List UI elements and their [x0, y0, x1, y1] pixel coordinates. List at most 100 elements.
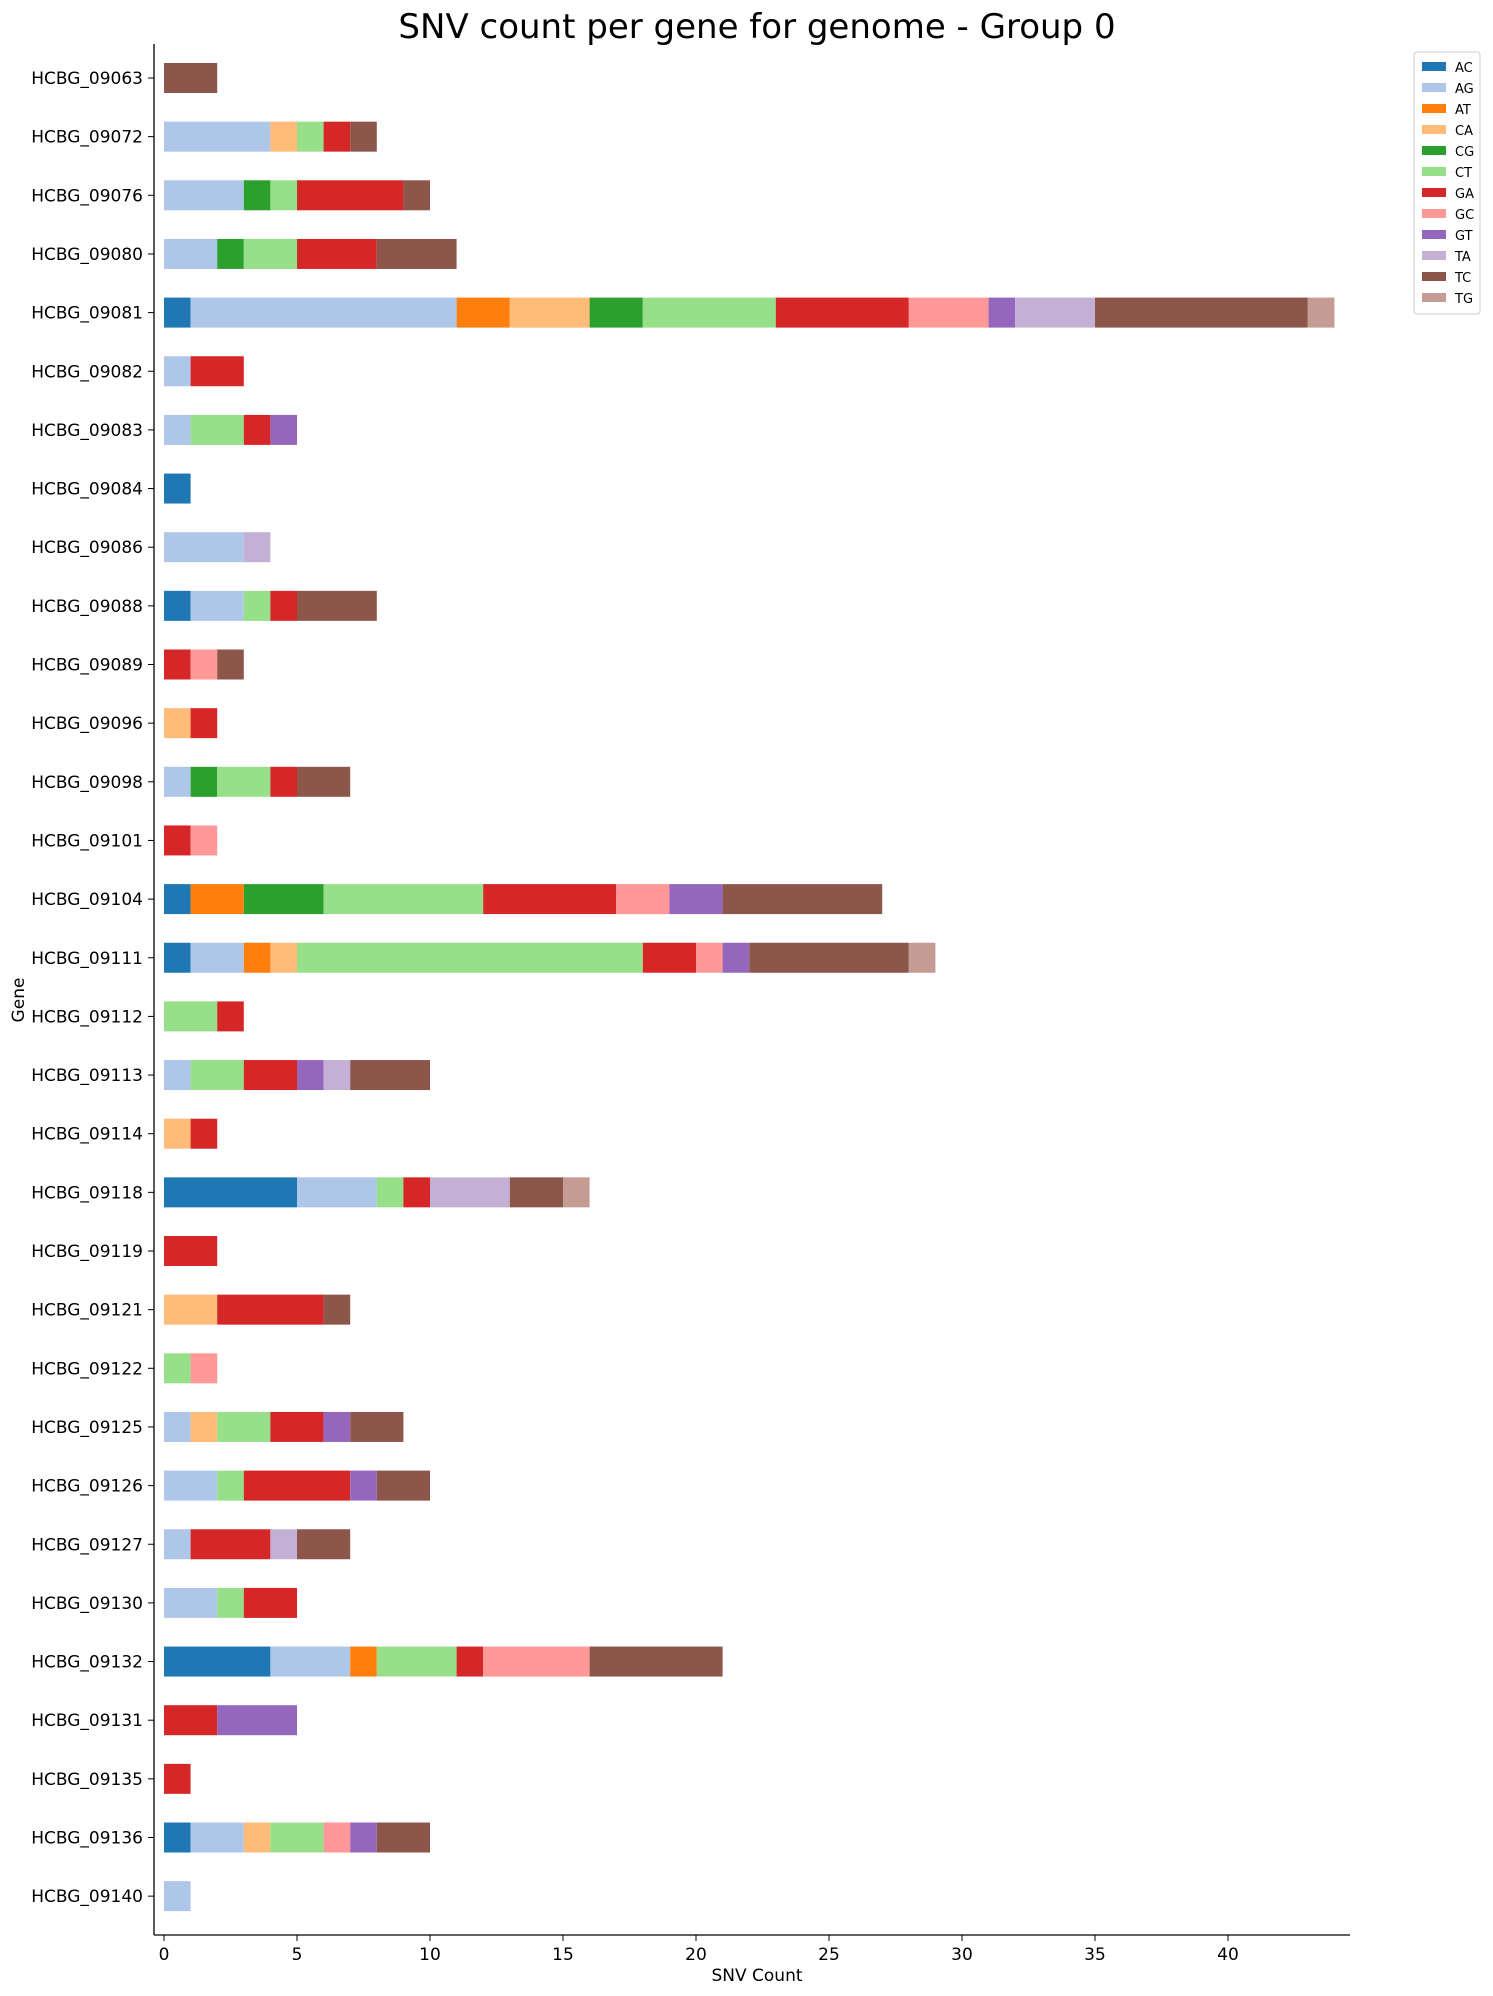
- bar-segment-HCBG_09131-GA: [164, 1705, 218, 1736]
- bar-segment-HCBG_09113-TC: [350, 1060, 430, 1091]
- legend-swatch-TA: [1422, 251, 1446, 260]
- bar-segment-HCBG_09126-GT: [350, 1470, 377, 1501]
- bar-segment-HCBG_09083-CT: [190, 414, 244, 445]
- legend-label-AG: AG: [1455, 82, 1474, 97]
- y-tick-label: HCBG_09082: [31, 362, 143, 382]
- bar-segment-HCBG_09082-GA: [190, 356, 244, 387]
- bar-segment-HCBG_09111-GC: [696, 942, 723, 973]
- bar-segment-HCBG_09132-AC: [164, 1646, 271, 1677]
- bar-segment-HCBG_09125-TC: [350, 1411, 404, 1442]
- y-tick-label: HCBG_09136: [31, 1829, 143, 1849]
- legend: AC AG AT CA CG CT GA GC GT TA TC TG: [1413, 51, 1481, 315]
- y-tick-label: HCBG_09125: [31, 1418, 143, 1438]
- bar-segment-HCBG_09118-TG: [563, 1177, 590, 1208]
- bar-segment-HCBG_09126-AG: [164, 1470, 218, 1501]
- y-tick-label: HCBG_09072: [31, 128, 143, 148]
- bar-segment-HCBG_09136-CA: [243, 1822, 271, 1853]
- bar-segment-HCBG_09126-GA: [243, 1470, 351, 1501]
- bar-segment-HCBG_09114-CA: [164, 1118, 191, 1149]
- bar-segment-HCBG_09096-CA: [164, 708, 191, 739]
- bar-segment-HCBG_09081-AT: [456, 297, 510, 328]
- legend-label-GC: GC: [1455, 208, 1474, 223]
- legend-swatch-TG: [1422, 293, 1446, 302]
- chart-title: SNV count per gene for genome - Group 0: [398, 7, 1115, 47]
- y-tick-label: HCBG_09114: [31, 1125, 143, 1145]
- bar-segment-HCBG_09113-GT: [297, 1060, 324, 1091]
- bar-segment-HCBG_09080-AG: [164, 238, 218, 269]
- bar-segment-HCBG_09104-TC: [722, 884, 883, 915]
- x-tick-label: 25: [818, 1945, 840, 1965]
- bar-segment-HCBG_09088-TC: [297, 590, 377, 621]
- y-tick-label: HCBG_09127: [31, 1535, 143, 1555]
- y-tick-label: HCBG_09088: [31, 597, 143, 617]
- bar-segment-HCBG_09081-TA: [1015, 297, 1095, 328]
- y-tick-label: HCBG_09063: [31, 69, 143, 89]
- legend-label-CG: CG: [1455, 145, 1474, 160]
- legend-label-CA: CA: [1455, 124, 1473, 139]
- bar-segment-HCBG_09121-CA: [164, 1294, 218, 1325]
- axes-layer: HCBG_09063 HCBG_09072 HCBG_09076 HCBG_09080…: [31, 44, 1350, 1965]
- y-tick-label: HCBG_09132: [31, 1653, 143, 1673]
- legend-swatch-TC: [1422, 272, 1446, 281]
- bar-segment-HCBG_09136-GT: [350, 1822, 377, 1853]
- bar-segment-HCBG_09104-GT: [669, 884, 723, 915]
- y-tick-label: HCBG_09083: [31, 421, 143, 441]
- bar-segment-HCBG_09104-CG: [243, 884, 324, 915]
- bar-segment-HCBG_09125-AG: [164, 1411, 191, 1442]
- bar-segment-HCBG_09119-GA: [164, 1236, 218, 1266]
- bar-segment-HCBG_09132-CT: [376, 1646, 457, 1677]
- y-tick-label: HCBG_09112: [31, 1007, 143, 1027]
- y-tick-label: HCBG_09113: [31, 1066, 143, 1086]
- bar-segment-HCBG_09081-CG: [589, 297, 643, 328]
- y-tick-label: HCBG_09076: [31, 186, 143, 206]
- bar-segment-HCBG_09132-GA: [456, 1646, 484, 1677]
- bar-segment-HCBG_09088-AG: [190, 590, 244, 621]
- y-tick-label: HCBG_09096: [31, 714, 143, 734]
- y-tick-label: HCBG_09126: [31, 1477, 143, 1497]
- bar-segment-HCBG_09130-GA: [243, 1587, 297, 1618]
- bar-segment-HCBG_09076-AG: [164, 180, 244, 211]
- bar-segment-HCBG_09089-TC: [217, 649, 244, 680]
- bar-segment-HCBG_09118-TA: [430, 1177, 510, 1208]
- legend-label-TG: TG: [1454, 292, 1473, 307]
- bar-segment-HCBG_09136-AC: [164, 1822, 191, 1853]
- legend-label-AC: AC: [1455, 61, 1473, 76]
- bar-segment-HCBG_09122-GC: [190, 1353, 218, 1384]
- bar-segment-HCBG_09126-CT: [217, 1470, 244, 1501]
- bar-segment-HCBG_09136-GC: [323, 1822, 351, 1853]
- legend-label-CT: CT: [1455, 166, 1472, 181]
- bar-segment-HCBG_09098-CT: [217, 766, 271, 797]
- bars-layer: [164, 63, 1335, 1912]
- bar-segment-HCBG_09088-CT: [243, 590, 271, 621]
- bar-segment-HCBG_09080-GA: [297, 238, 377, 269]
- y-tick-label: HCBG_09135: [31, 1770, 143, 1790]
- bar-segment-HCBG_09136-TC: [376, 1822, 430, 1853]
- bar-segment-HCBG_09131-GT: [217, 1705, 297, 1736]
- bar-segment-HCBG_09072-AG: [164, 121, 271, 152]
- bar-segment-HCBG_09127-AG: [164, 1529, 191, 1560]
- bar-segment-HCBG_09111-TG: [908, 942, 936, 973]
- bar-segment-HCBG_09118-GA: [403, 1177, 430, 1208]
- bar-segment-HCBG_09125-CT: [217, 1411, 271, 1442]
- bar-segment-HCBG_09076-CG: [243, 180, 271, 211]
- bar-segment-HCBG_09113-GA: [243, 1060, 297, 1091]
- bar-segment-HCBG_09111-AT: [243, 942, 271, 973]
- bar-segment-HCBG_09072-CA: [270, 121, 297, 152]
- y-tick-label: HCBG_09086: [31, 538, 143, 558]
- x-tick-label: 20: [685, 1945, 707, 1965]
- bar-segment-HCBG_09112-GA: [217, 1001, 244, 1032]
- bar-segment-HCBG_09101-GA: [164, 825, 191, 856]
- bar-segment-HCBG_09081-TG: [1307, 297, 1335, 328]
- bar-segment-HCBG_09104-CT: [323, 884, 484, 915]
- bar-segment-HCBG_09111-GA: [642, 942, 696, 973]
- bar-segment-HCBG_09132-AT: [350, 1646, 377, 1677]
- bar-segment-HCBG_09111-TC: [749, 942, 909, 973]
- legend-swatch-CA: [1422, 125, 1446, 134]
- legend-swatch-GC: [1422, 209, 1446, 218]
- x-tick-label: 35: [1084, 1945, 1106, 1965]
- bar-segment-HCBG_09127-GA: [190, 1529, 271, 1560]
- bar-segment-HCBG_09136-CT: [270, 1822, 324, 1853]
- bar-segment-HCBG_09111-CT: [297, 942, 643, 973]
